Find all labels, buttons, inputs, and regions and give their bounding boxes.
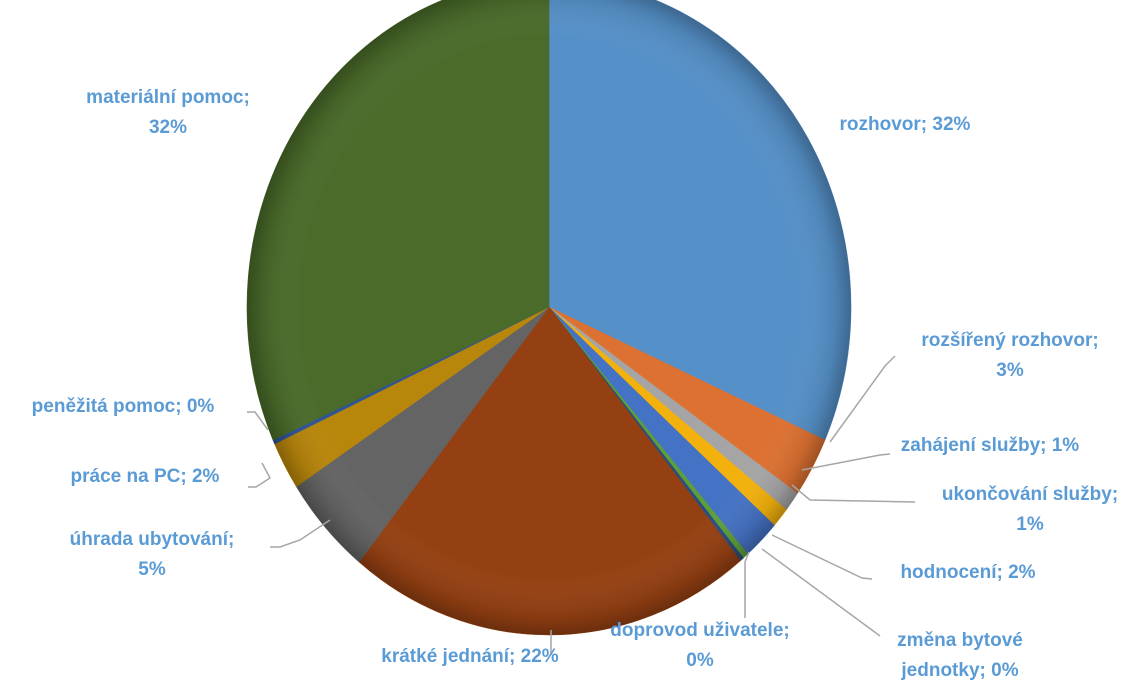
leader-line-9 xyxy=(248,462,271,488)
data-label-9: práce na PC; 2% xyxy=(71,466,220,487)
leader-line-8 xyxy=(270,519,331,548)
data-label-line: rozšířený rozhovor; xyxy=(921,330,1098,351)
data-label-5: změna bytové jednotky; 0% xyxy=(897,630,1023,681)
leader-line-3 xyxy=(791,484,916,503)
data-label-line: rozhovor; 32% xyxy=(840,114,971,135)
pie-slices xyxy=(246,0,852,636)
data-label-line: jednotky; 0% xyxy=(900,660,1018,681)
data-label-line: 0% xyxy=(686,650,714,671)
data-label-10: peněžitá pomoc; 0% xyxy=(32,396,215,417)
data-label-8: úhrada ubytování; 5% xyxy=(70,529,235,580)
data-label-line: práce na PC; 2% xyxy=(71,466,220,487)
data-label-3: ukončování služby; 1% xyxy=(942,484,1118,535)
leader-line-5 xyxy=(761,548,881,637)
data-label-line: 32% xyxy=(149,117,187,138)
leader-lines xyxy=(247,355,916,655)
data-label-line: materiální pomoc; xyxy=(86,87,250,108)
data-label-7: krátké jednání; 22% xyxy=(381,646,559,667)
data-label-line: krátké jednání; 22% xyxy=(381,646,559,667)
data-label-line: zahájení služby; 1% xyxy=(901,435,1080,456)
data-label-1: rozšířený rozhovor; 3% xyxy=(921,330,1098,381)
data-labels: rozhovor; 32% rozšířený rozhovor; 3% zaháje… xyxy=(32,87,1118,681)
data-label-line: doprovod uživatele; xyxy=(610,620,789,641)
leader-line-2 xyxy=(801,453,891,471)
data-label-line: 3% xyxy=(996,360,1024,381)
data-label-line: hodnocení; 2% xyxy=(900,562,1035,583)
data-label-line: 5% xyxy=(138,559,166,580)
data-label-2: zahájení služby; 1% xyxy=(901,435,1080,456)
data-label-line: změna bytové xyxy=(897,630,1023,651)
leader-line-4 xyxy=(771,534,873,580)
leader-line-10 xyxy=(247,411,269,431)
leader-line-6 xyxy=(744,551,750,618)
data-label-0: rozhovor; 32% xyxy=(840,114,971,135)
data-label-line: peněžitá pomoc; 0% xyxy=(32,396,215,417)
data-label-line: úhrada ubytování; xyxy=(70,529,235,550)
data-label-line: ukončování služby; xyxy=(942,484,1118,505)
data-label-11: materiální pomoc; 32% xyxy=(86,87,250,138)
data-label-6: doprovod uživatele; 0% xyxy=(610,620,789,671)
data-label-line: 1% xyxy=(1016,514,1044,535)
data-label-4: hodnocení; 2% xyxy=(900,562,1035,583)
leader-line-1 xyxy=(829,355,896,443)
